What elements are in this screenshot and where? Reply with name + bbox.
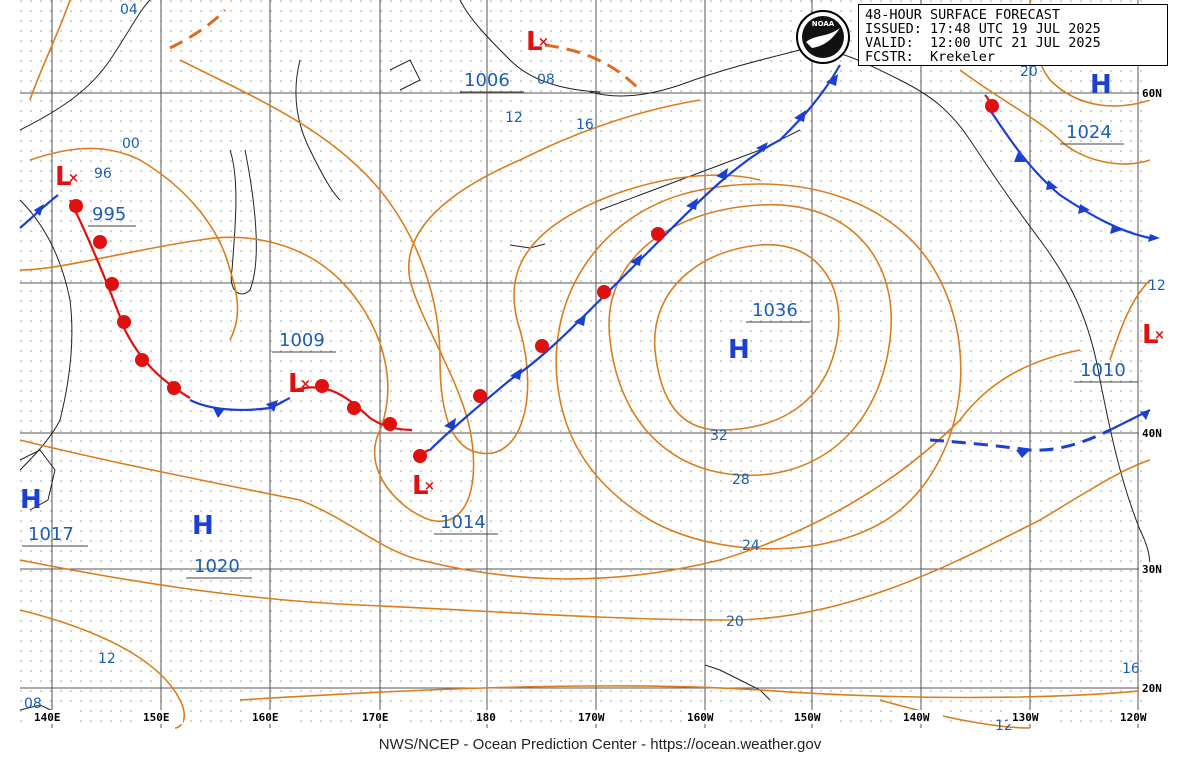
low-x-icon: ×: [68, 171, 79, 186]
forecast-title: 48-HOUR SURFACE FORECAST: [865, 7, 1061, 23]
warm-front-semicircles: [69, 99, 999, 463]
low-symbol: L: [55, 162, 72, 192]
lat-label: 30N: [1142, 563, 1162, 576]
lat-label: 20N: [1142, 682, 1162, 695]
high-symbol: H: [20, 485, 42, 515]
pressure-value: 995: [92, 204, 126, 225]
pressure-value: 1017: [28, 524, 74, 545]
credit-line: NWS/NCEP - Ocean Prediction Center - htt…: [378, 736, 822, 753]
low-symbol: L: [1142, 320, 1159, 350]
lon-label: 180: [476, 711, 496, 724]
pressure-value: 1024: [1066, 122, 1112, 143]
isobar-label: 28: [732, 472, 750, 488]
lon-label: 150W: [794, 711, 821, 724]
low-symbol: L: [288, 369, 305, 399]
isobar-label: 12: [1148, 278, 1166, 294]
lon-label: 160W: [687, 711, 714, 724]
low-x-icon: ×: [538, 35, 549, 50]
longitude-labels: 140E 150E 160E 170E 180 170W 160W 150W 1…: [30, 710, 1160, 724]
cold-front-triangles: [34, 74, 1160, 458]
low-x-icon: ×: [424, 479, 435, 494]
low-symbol: L: [412, 471, 429, 501]
isobar-label: 16: [576, 117, 594, 133]
pressure-systems: L × 995 L × 1006 L × 1009 L × 1014 L × 1…: [20, 27, 1165, 579]
isobar-labels: 04 00 96 08 12 16 32 28 24 20 12 16 20 1…: [24, 2, 1166, 734]
isobar-label: 08: [24, 696, 42, 712]
lat-label: 40N: [1142, 427, 1162, 440]
valid-time: VALID: 12:00 UTC 21 JUL 2025: [865, 35, 1101, 51]
pressure-value: 1010: [1080, 360, 1126, 381]
pressure-value: 1020: [194, 556, 240, 577]
dot-grid: [20, 0, 1150, 728]
lon-label: 140E: [34, 711, 61, 724]
lon-label: 130W: [1012, 711, 1039, 724]
isobar-label: 20: [1020, 64, 1038, 80]
high-symbol: H: [192, 511, 214, 541]
isobar-label: 12: [98, 651, 116, 667]
isobar-label: 96: [94, 166, 112, 182]
isobar-label: 12: [505, 110, 523, 126]
lat-label: 60N: [1142, 87, 1162, 100]
forecaster: FCSTR: Krekeler: [865, 49, 996, 65]
pressure-value: 1014: [440, 512, 486, 533]
high-symbol: H: [728, 335, 750, 365]
troughs: [169, 8, 1111, 452]
lon-label: 170W: [578, 711, 605, 724]
pressure-value: 1036: [752, 300, 798, 321]
high-symbol: H: [1090, 70, 1112, 100]
lon-label: 170E: [362, 711, 389, 724]
lon-label: 140W: [903, 711, 930, 724]
low-x-icon: ×: [300, 377, 311, 392]
latitude-labels: 60N 40N 30N 20N: [1139, 86, 1171, 695]
noaa-logo: NOAA: [796, 10, 850, 64]
isobar-label: 20: [726, 614, 744, 630]
pressure-value: 1009: [279, 330, 325, 351]
issued-time: ISSUED: 17:48 UTC 19 JUL 2025: [865, 21, 1101, 37]
isobar-label: 32: [710, 428, 728, 444]
isobar-label: 16: [1122, 661, 1140, 677]
low-x-icon: ×: [1154, 328, 1165, 343]
isobar-label: 04: [120, 2, 138, 18]
isobar-label: 08: [537, 72, 555, 88]
low-symbol: L: [526, 27, 543, 57]
logo-text: NOAA: [811, 20, 835, 28]
isobar-label: 00: [122, 136, 140, 152]
lon-label: 150E: [143, 711, 170, 724]
isobar-label: 24: [742, 538, 760, 554]
lon-label: 160E: [252, 711, 279, 724]
lon-label: 120W: [1120, 711, 1147, 724]
forecast-info-box: 48-HOUR SURFACE FORECAST ISSUED: 17:48 U…: [858, 4, 1168, 66]
pressure-value: 1006: [464, 70, 510, 91]
noaa-bird-icon: [806, 28, 840, 48]
graticule: [20, 0, 1150, 728]
